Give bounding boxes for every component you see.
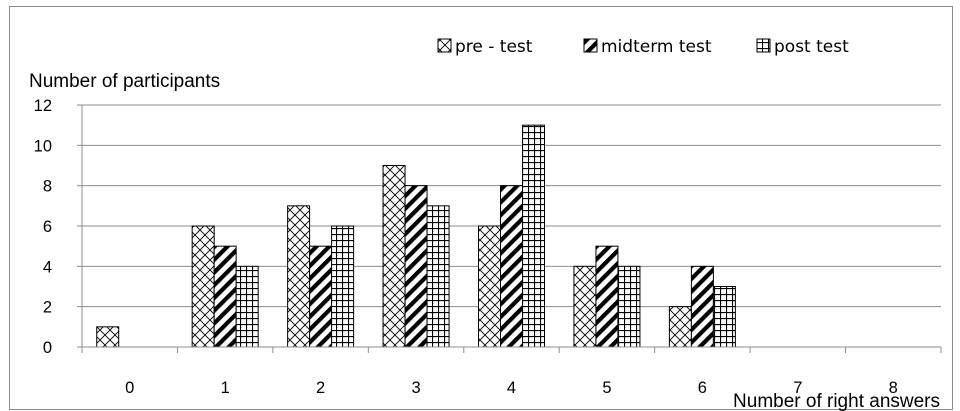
x-tick-label: 8 xyxy=(889,379,898,397)
legend-label: post test xyxy=(774,37,849,57)
y-tick-label: 12 xyxy=(34,97,52,115)
bar-crosshatch-6 xyxy=(668,306,692,348)
bar-crosshatch-4 xyxy=(478,225,501,348)
x-tick-label: 4 xyxy=(507,379,516,397)
x-tick-label: 7 xyxy=(793,379,802,397)
bar-grid-1 xyxy=(235,265,259,348)
x-axis-ticks: 0 1 2 3 4 5 6 7 8 xyxy=(125,379,898,397)
bar-grid-5 xyxy=(617,265,641,348)
x-tick-label: 6 xyxy=(698,379,707,397)
x-tick-label: 3 xyxy=(411,379,420,397)
x-tick-label: 0 xyxy=(125,379,134,397)
y-tick-label: 2 xyxy=(43,299,52,317)
x-axis-title: Number of right answers xyxy=(733,391,940,411)
legend-swatch-crosshatch xyxy=(437,38,452,53)
y-axis-ticks: 0 2 4 6 8 10 12 xyxy=(34,97,52,357)
x-tick-label: 5 xyxy=(602,379,611,397)
legend-swatch-grid xyxy=(756,38,771,53)
legend: pre - test midterm test post test xyxy=(437,37,849,57)
x-tick-label: 2 xyxy=(316,379,325,397)
bar-diagonal-2 xyxy=(309,245,333,348)
y-axis-title: Number of participants xyxy=(29,71,220,92)
legend-label: pre - test xyxy=(455,37,533,57)
bar-diagonal-1 xyxy=(213,245,237,348)
y-tick-label: 0 xyxy=(43,339,52,357)
y-tick-label: 6 xyxy=(43,218,52,236)
y-tick-label: 10 xyxy=(34,137,52,155)
bar-diagonal-4 xyxy=(500,185,523,348)
x-tick-label: 1 xyxy=(221,379,230,397)
bar-crosshatch-3 xyxy=(382,165,406,348)
bar-crosshatch-5 xyxy=(573,265,597,348)
y-tick-label: 4 xyxy=(43,258,52,276)
legend-label: midterm test xyxy=(601,37,712,57)
bar-diagonal-3 xyxy=(404,185,428,348)
axes xyxy=(77,104,942,353)
bar-crosshatch-1 xyxy=(191,225,215,348)
bar-diagonal-5 xyxy=(595,245,619,348)
bars xyxy=(96,124,736,348)
bar-grid-3 xyxy=(426,205,450,348)
legend-swatch-diagonal xyxy=(583,38,598,53)
bar-crosshatch-0 xyxy=(96,326,120,348)
bar-grid-6 xyxy=(712,286,736,348)
bar-grid-4 xyxy=(522,124,545,348)
bar-grid-2 xyxy=(331,225,355,348)
bar-diagonal-6 xyxy=(690,265,714,348)
y-tick-label: 8 xyxy=(43,178,52,196)
bar-crosshatch-2 xyxy=(287,205,311,348)
